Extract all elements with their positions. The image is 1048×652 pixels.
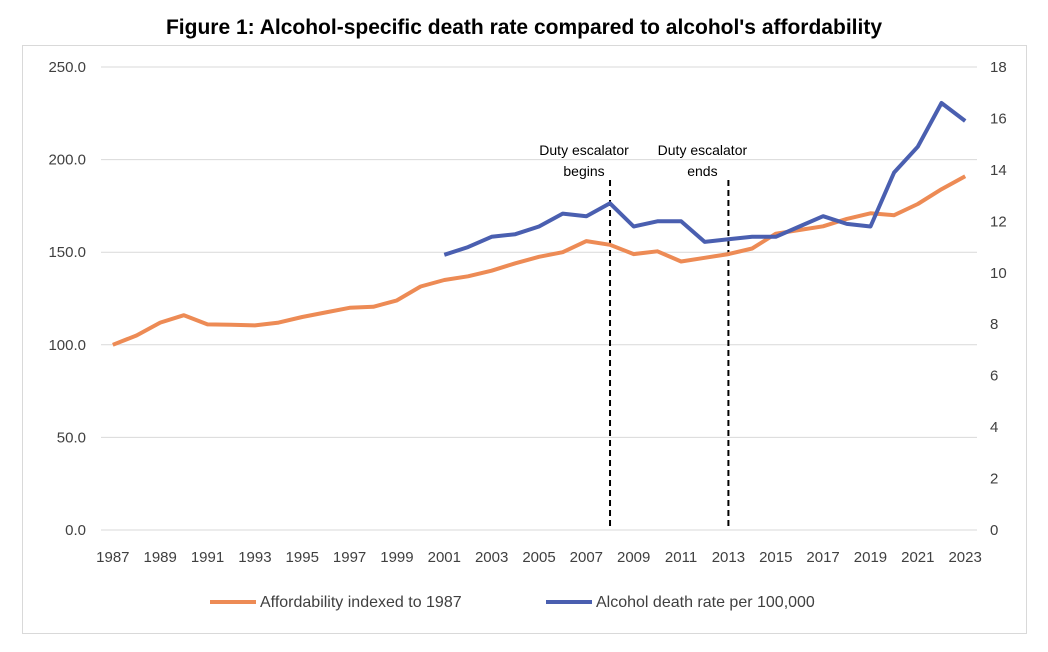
x-tick-label: 2011: [665, 549, 697, 566]
y-right-tick-label: 4: [990, 419, 998, 436]
x-tick-label: 2007: [570, 549, 603, 566]
chart-frame: [22, 45, 1027, 634]
y-left-tick-label: 200.0: [48, 152, 86, 169]
annotation-label: Duty escalator: [539, 142, 629, 158]
y-left-tick-label: 250.0: [48, 59, 86, 76]
x-tick-label: 1987: [96, 549, 129, 566]
x-tick-label: 2021: [901, 549, 934, 566]
y-right-tick-label: 2: [990, 471, 998, 488]
legend-label: Affordability indexed to 1987: [260, 594, 462, 611]
y-right-tick-label: 14: [990, 162, 1007, 179]
y-right-tick-label: 0: [990, 522, 998, 539]
y-right-tick-label: 6: [990, 368, 998, 385]
y-left-tick-label: 50.0: [57, 429, 86, 446]
y-left-tick-label: 0.0: [65, 522, 86, 539]
annotation-label: Duty escalator: [658, 142, 748, 158]
x-tick-label: 1995: [286, 549, 319, 566]
y-right-tick-label: 18: [990, 59, 1007, 76]
y-right-tick-label: 8: [990, 316, 998, 333]
x-tick-label: 2009: [617, 549, 650, 566]
y-left-tick-label: 150.0: [48, 244, 86, 261]
y-right-tick-label: 16: [990, 110, 1007, 127]
series-line-affordability: [112, 174, 967, 347]
annotation-label: ends: [687, 163, 717, 179]
y-right-tick-label: 12: [990, 213, 1007, 230]
legend-label: Alcohol death rate per 100,000: [596, 594, 815, 611]
x-tick-label: 2019: [854, 549, 887, 566]
x-tick-label: 2001: [428, 549, 461, 566]
x-tick-label: 2015: [759, 549, 792, 566]
x-tick-label: 2023: [948, 549, 981, 566]
x-tick-label: 1989: [144, 549, 177, 566]
x-tick-label: 1991: [191, 549, 224, 566]
y-left-tick-label: 100.0: [48, 337, 86, 354]
x-tick-label: 2017: [806, 549, 839, 566]
annotation-label: begins: [563, 163, 604, 179]
x-tick-label: 1993: [238, 549, 271, 566]
x-tick-label: 1997: [333, 549, 366, 566]
chart-title: Figure 1: Alcohol-specific death rate co…: [165, 16, 882, 39]
x-tick-label: 1999: [380, 549, 413, 566]
y-right-tick-label: 10: [990, 265, 1007, 282]
x-tick-label: 2003: [475, 549, 508, 566]
x-tick-label: 2005: [522, 549, 555, 566]
x-tick-label: 2013: [712, 549, 745, 566]
